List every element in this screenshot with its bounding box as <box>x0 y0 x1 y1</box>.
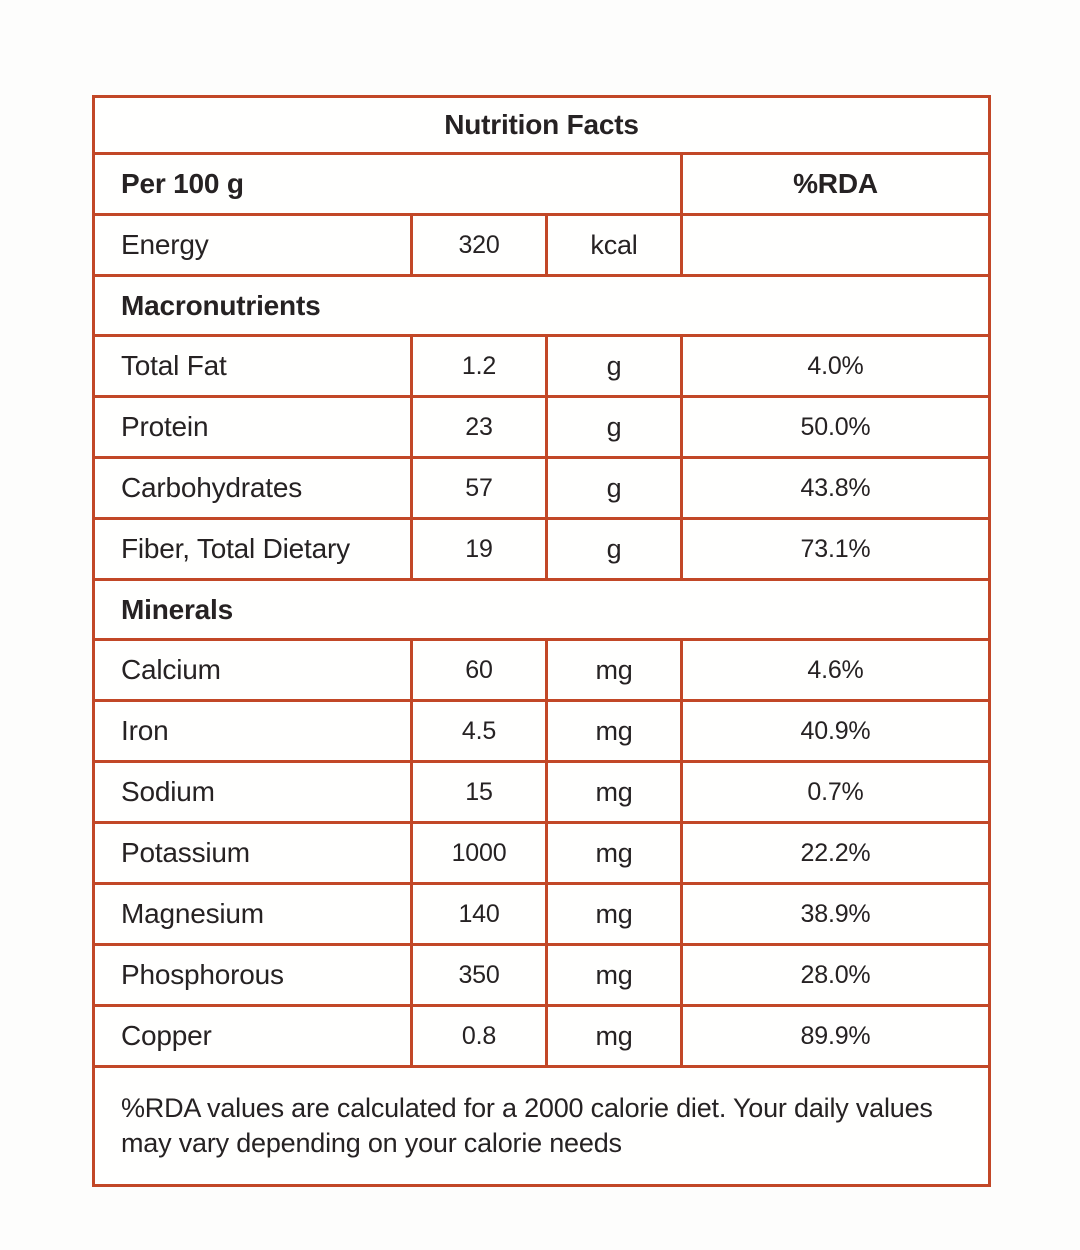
nutrient-rda: 43.8% <box>680 456 991 520</box>
nutrient-rda: 0.7% <box>680 760 991 824</box>
nutrient-value: 15 <box>410 760 548 824</box>
nutrient-unit: mg <box>545 638 683 702</box>
nutrient-name: Copper <box>92 1004 413 1068</box>
nutrient-value: 0.8 <box>410 1004 548 1068</box>
nutrient-name: Calcium <box>92 638 413 702</box>
nutrient-row: Copper 0.8 mg 89.9% <box>92 1004 991 1068</box>
nutrient-unit: g <box>545 334 683 398</box>
table-title: Nutrition Facts <box>92 95 991 155</box>
nutrient-rda: 89.9% <box>680 1004 991 1068</box>
nutrient-unit: mg <box>545 821 683 885</box>
nutrient-rda: 38.9% <box>680 882 991 946</box>
nutrient-value: 320 <box>410 213 548 277</box>
nutrient-name: Fiber, Total Dietary <box>92 517 413 581</box>
nutrient-rda: 4.6% <box>680 638 991 702</box>
nutrient-name: Sodium <box>92 760 413 824</box>
nutrient-unit: mg <box>545 882 683 946</box>
footnote-row: %RDA values are calculated for a 2000 ca… <box>92 1065 991 1187</box>
nutrient-value: 140 <box>410 882 548 946</box>
nutrient-row: Total Fat 1.2 g 4.0% <box>92 334 991 398</box>
nutrient-rda: 73.1% <box>680 517 991 581</box>
nutrient-value: 4.5 <box>410 699 548 763</box>
nutrition-facts-label: Nutrition Facts Per 100 g %RDA Energy 320 kca… <box>92 95 991 1187</box>
nutrient-unit: g <box>545 395 683 459</box>
nutrient-name: Carbohydrates <box>92 456 413 520</box>
nutrition-table-body: Nutrition Facts Per 100 g %RDA Energy 320 kca… <box>92 95 991 1187</box>
nutrient-row: Calcium 60 mg 4.6% <box>92 638 991 702</box>
nutrient-row: Fiber, Total Dietary 19 g 73.1% <box>92 517 991 581</box>
footnote-text: %RDA values are calculated for a 2000 ca… <box>92 1065 991 1187</box>
nutrient-unit: g <box>545 456 683 520</box>
nutrient-row: Sodium 15 mg 0.7% <box>92 760 991 824</box>
nutrient-row: Carbohydrates 57 g 43.8% <box>92 456 991 520</box>
section-label: Minerals <box>92 578 991 641</box>
nutrient-unit: mg <box>545 1004 683 1068</box>
nutrient-value: 23 <box>410 395 548 459</box>
nutrient-unit: mg <box>545 943 683 1007</box>
nutrient-value: 350 <box>410 943 548 1007</box>
nutrient-rda <box>680 213 991 277</box>
nutrient-rda: 28.0% <box>680 943 991 1007</box>
nutrient-name: Total Fat <box>92 334 413 398</box>
rda-header: %RDA <box>680 152 991 216</box>
nutrient-name: Magnesium <box>92 882 413 946</box>
nutrient-name: Protein <box>92 395 413 459</box>
nutrient-row: Magnesium 140 mg 38.9% <box>92 882 991 946</box>
nutrient-row: Potassium 1000 mg 22.2% <box>92 821 991 885</box>
nutrition-facts-table: Nutrition Facts Per 100 g %RDA Energy 320 kca… <box>92 95 991 1187</box>
nutrient-value: 1000 <box>410 821 548 885</box>
nutrient-unit: g <box>545 517 683 581</box>
nutrient-value: 19 <box>410 517 548 581</box>
title-row: Nutrition Facts <box>92 95 991 155</box>
serving-size-header: Per 100 g <box>92 152 683 216</box>
nutrient-rda: 22.2% <box>680 821 991 885</box>
nutrient-name: Potassium <box>92 821 413 885</box>
nutrient-rda: 4.0% <box>680 334 991 398</box>
nutrient-unit: mg <box>545 760 683 824</box>
nutrient-value: 57 <box>410 456 548 520</box>
section-row: Macronutrients <box>92 274 991 337</box>
nutrient-row: Iron 4.5 mg 40.9% <box>92 699 991 763</box>
nutrient-name: Iron <box>92 699 413 763</box>
nutrient-rda: 40.9% <box>680 699 991 763</box>
nutrient-unit: mg <box>545 699 683 763</box>
nutrient-value: 60 <box>410 638 548 702</box>
nutrient-row: Phosphorous 350 mg 28.0% <box>92 943 991 1007</box>
nutrient-row: Protein 23 g 50.0% <box>92 395 991 459</box>
section-label: Macronutrients <box>92 274 991 337</box>
nutrient-name: Energy <box>92 213 413 277</box>
nutrient-name: Phosphorous <box>92 943 413 1007</box>
section-row: Minerals <box>92 578 991 641</box>
nutrient-rda: 50.0% <box>680 395 991 459</box>
header-row: Per 100 g %RDA <box>92 152 991 216</box>
energy-row: Energy 320 kcal <box>92 213 991 277</box>
nutrient-unit: kcal <box>545 213 683 277</box>
nutrient-value: 1.2 <box>410 334 548 398</box>
